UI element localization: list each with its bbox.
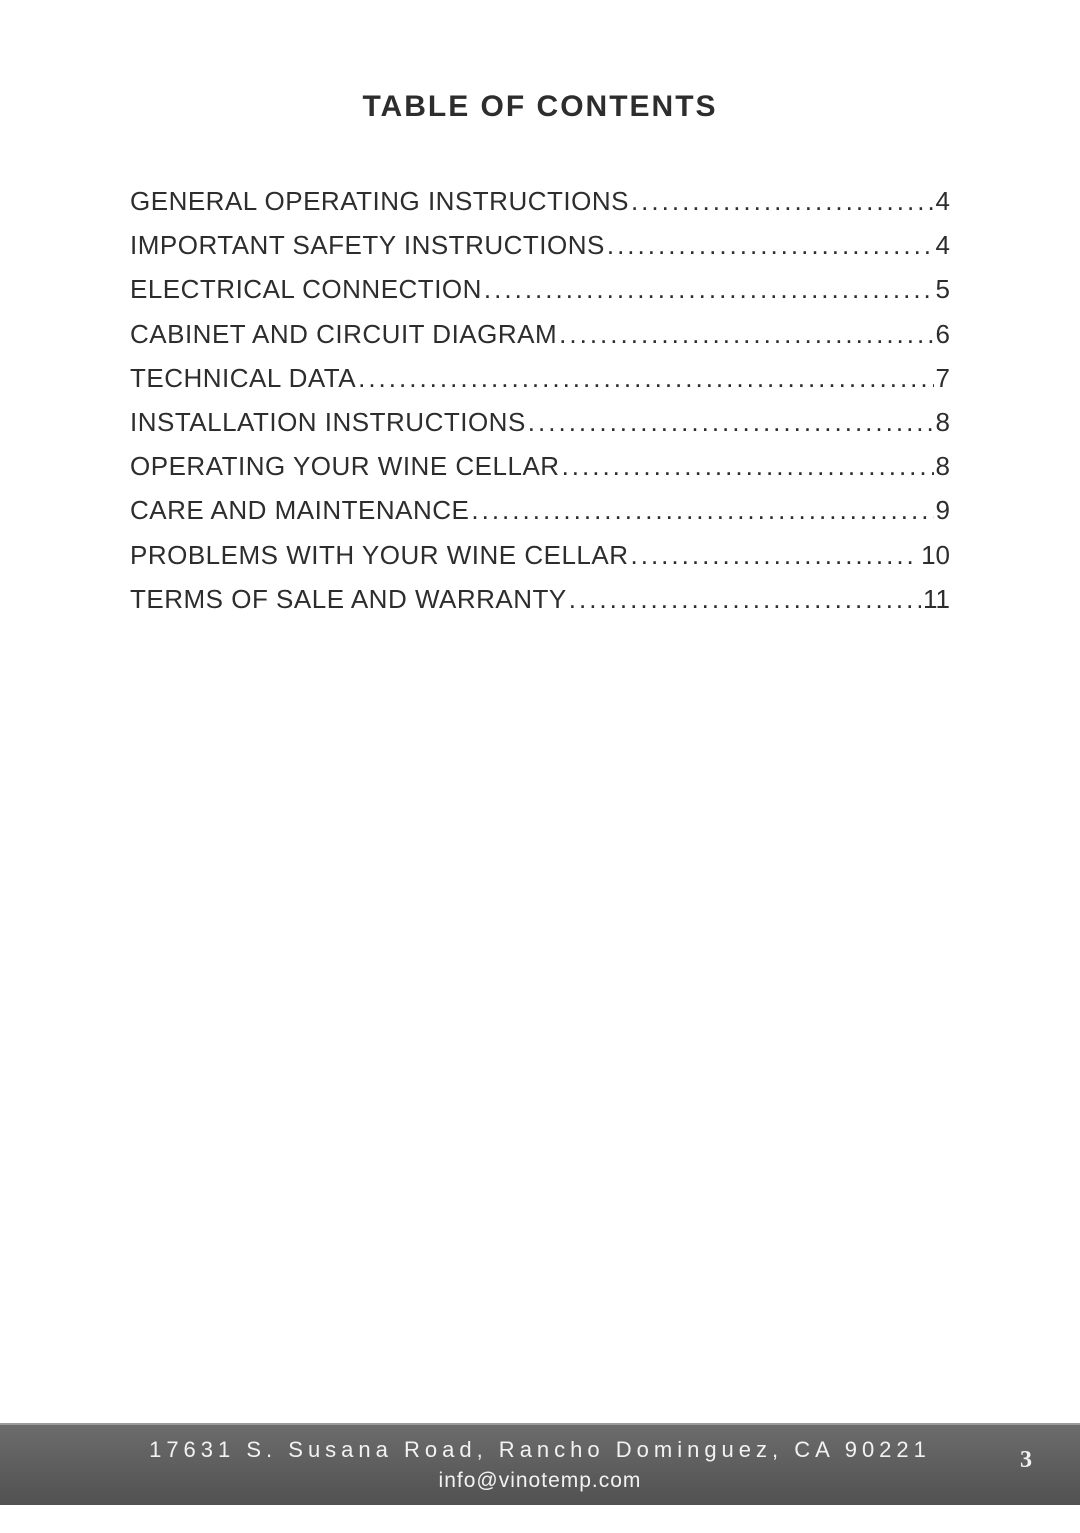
toc-entry[interactable]: CABINET AND CIRCUIT DIAGRAM 6 xyxy=(130,312,950,356)
toc-entry-page: 6 xyxy=(934,312,950,356)
toc-entry[interactable]: TERMS OF SALE AND WARRANTY 11 xyxy=(130,577,950,621)
toc-entry[interactable]: INSTALLATION INSTRUCTIONS 8 xyxy=(130,400,950,444)
toc-leader-dots xyxy=(605,223,934,267)
toc-leader-dots xyxy=(629,179,934,223)
document-page: TABLE OF CONTENTS GENERAL OPERATING INST… xyxy=(0,0,1080,1533)
toc-leader-dots xyxy=(567,577,921,621)
toc-entry-page: 8 xyxy=(934,444,950,488)
toc-entry-label: PROBLEMS WITH YOUR WINE CELLAR xyxy=(130,533,629,577)
toc-entry-page: 5 xyxy=(934,267,950,311)
footer-email: info@vinotemp.com xyxy=(149,1466,931,1495)
footer-page-number: 3 xyxy=(1020,1447,1032,1474)
page-title: TABLE OF CONTENTS xyxy=(130,90,950,124)
toc-entry-label: TERMS OF SALE AND WARRANTY xyxy=(130,577,567,621)
toc-entry-label: ELECTRICAL CONNECTION xyxy=(130,267,482,311)
toc-leader-dots xyxy=(629,533,920,577)
toc-leader-dots xyxy=(526,400,934,444)
toc-entry[interactable]: TECHNICAL DATA 7 xyxy=(130,356,950,400)
toc-entry[interactable]: GENERAL OPERATING INSTRUCTIONS 4 xyxy=(130,179,950,223)
toc-entry-label: INSTALLATION INSTRUCTIONS xyxy=(130,400,526,444)
toc-leader-dots xyxy=(560,444,934,488)
toc-leader-dots xyxy=(356,356,933,400)
toc-entry-page: 10 xyxy=(919,533,950,577)
toc-leader-dots xyxy=(469,488,933,532)
toc-entry-page: 9 xyxy=(934,488,950,532)
toc-entry-label: IMPORTANT SAFETY INSTRUCTIONS xyxy=(130,223,605,267)
toc-entry-page: 11 xyxy=(921,577,950,621)
toc-entry-label: CABINET AND CIRCUIT DIAGRAM xyxy=(130,312,557,356)
toc-entry[interactable]: ELECTRICAL CONNECTION 5 xyxy=(130,267,950,311)
toc-entry-label: TECHNICAL DATA xyxy=(130,356,356,400)
toc-leader-dots xyxy=(557,312,933,356)
toc-entry-label: OPERATING YOUR WINE CELLAR xyxy=(130,444,560,488)
toc-leader-dots xyxy=(482,267,934,311)
toc-entry[interactable]: PROBLEMS WITH YOUR WINE CELLAR 10 xyxy=(130,533,950,577)
toc-entry-page: 4 xyxy=(934,179,950,223)
toc-entry[interactable]: IMPORTANT SAFETY INSTRUCTIONS 4 xyxy=(130,223,950,267)
toc-entry-page: 8 xyxy=(934,400,950,444)
toc-entry-label: CARE AND MAINTENANCE xyxy=(130,488,469,532)
footer-address: 17631 S. Susana Road, Rancho Dominguez, … xyxy=(149,1435,931,1466)
page-footer: 17631 S. Susana Road, Rancho Dominguez, … xyxy=(0,1423,1080,1505)
toc-entry[interactable]: CARE AND MAINTENANCE 9 xyxy=(130,488,950,532)
toc-entry[interactable]: OPERATING YOUR WINE CELLAR 8 xyxy=(130,444,950,488)
toc-entry-label: GENERAL OPERATING INSTRUCTIONS xyxy=(130,179,629,223)
toc-entry-page: 4 xyxy=(934,223,950,267)
table-of-contents: GENERAL OPERATING INSTRUCTIONS 4 IMPORTA… xyxy=(130,179,950,621)
footer-text-block: 17631 S. Susana Road, Rancho Dominguez, … xyxy=(149,1435,931,1495)
toc-entry-page: 7 xyxy=(934,356,950,400)
